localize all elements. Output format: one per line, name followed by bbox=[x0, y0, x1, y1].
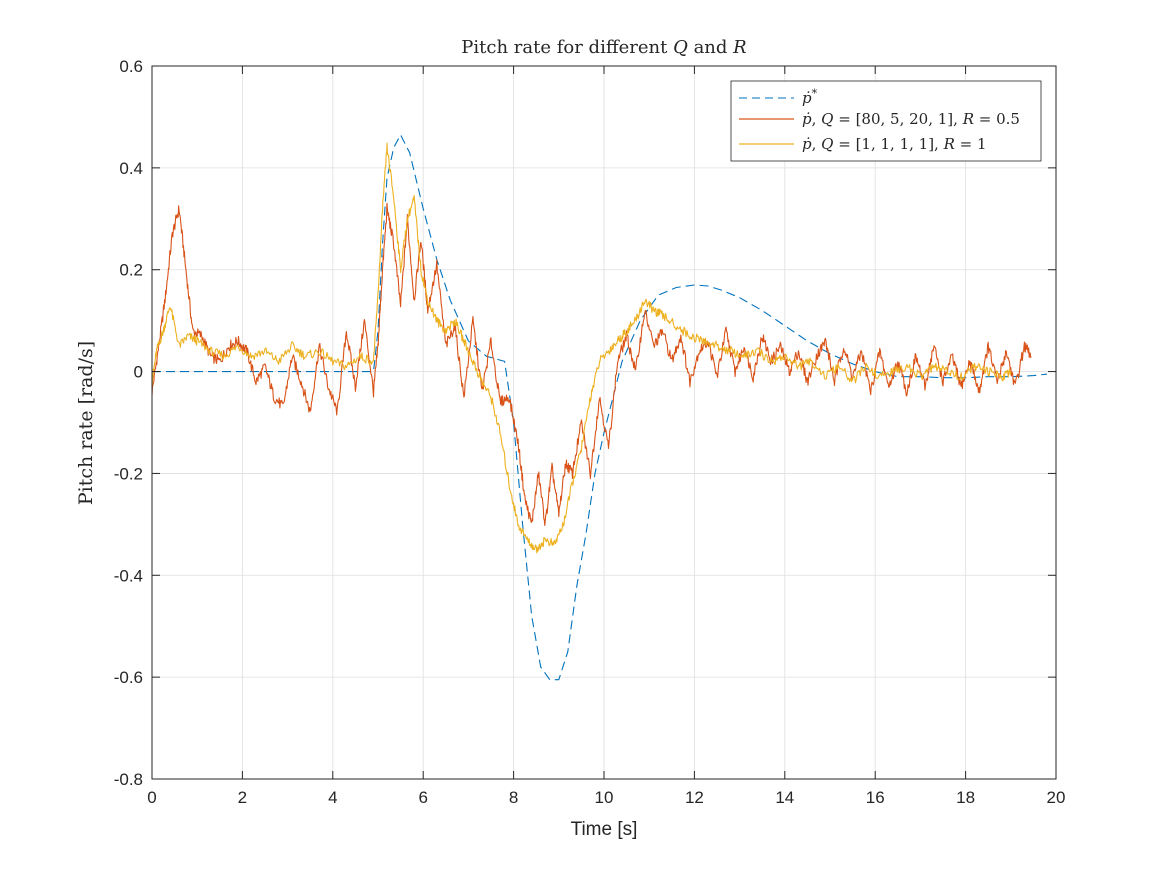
axes: 0 2 4 6 8 10 12 14 16 18 20 -0.8 -0.6 -0.4 -0.2 0 0.2 0.4… bbox=[114, 57, 1066, 807]
legend-label-q1: ṗ, Q = [1, 1, 1, 1], R = 1 bbox=[802, 135, 987, 153]
x-axis-label: Time [s] bbox=[571, 819, 638, 840]
y-axis-label: Pitch rate [rad/s] bbox=[75, 341, 97, 505]
legend-box bbox=[730, 80, 1042, 162]
legend: ṗ* ṗ, Q = [80, 5, 20, 1], R = 0.5 ṗ, Q =… bbox=[730, 80, 1042, 162]
x-tick-label: 8 bbox=[509, 788, 518, 807]
series-lines bbox=[151, 134, 1048, 681]
series-line-0 bbox=[152, 134, 1048, 681]
series-line-2 bbox=[151, 142, 1012, 554]
x-tick-label: 12 bbox=[685, 788, 704, 807]
x-tick-label: 6 bbox=[418, 788, 427, 807]
y-tick-label: 0.2 bbox=[119, 261, 143, 280]
x-tick-label: 4 bbox=[328, 788, 337, 807]
y-tick-label: -0.4 bbox=[114, 566, 143, 585]
series-line-1 bbox=[151, 202, 1032, 526]
chart-title: Pitch rate for different Q and R bbox=[461, 37, 746, 58]
legend-label-q80: ṗ, Q = [80, 5, 20, 1], R = 0.5 bbox=[802, 110, 1020, 128]
y-tick-label: -0.6 bbox=[114, 668, 143, 687]
x-tick-label: 10 bbox=[595, 788, 614, 807]
x-tick-label: 18 bbox=[956, 788, 975, 807]
grid-lines bbox=[151, 65, 1057, 780]
x-tick-label: 20 bbox=[1047, 788, 1066, 807]
y-tick-label: -0.8 bbox=[114, 770, 143, 789]
y-tick-label: 0.4 bbox=[119, 159, 143, 178]
y-tick-label: 0 bbox=[134, 363, 143, 382]
x-tick-label: 2 bbox=[238, 788, 247, 807]
x-tick-label: 16 bbox=[866, 788, 885, 807]
x-tick-label: 14 bbox=[775, 788, 794, 807]
x-tick-label: 0 bbox=[147, 788, 156, 807]
y-tick-label: 0.6 bbox=[119, 57, 143, 76]
y-tick-label: -0.2 bbox=[114, 464, 143, 483]
